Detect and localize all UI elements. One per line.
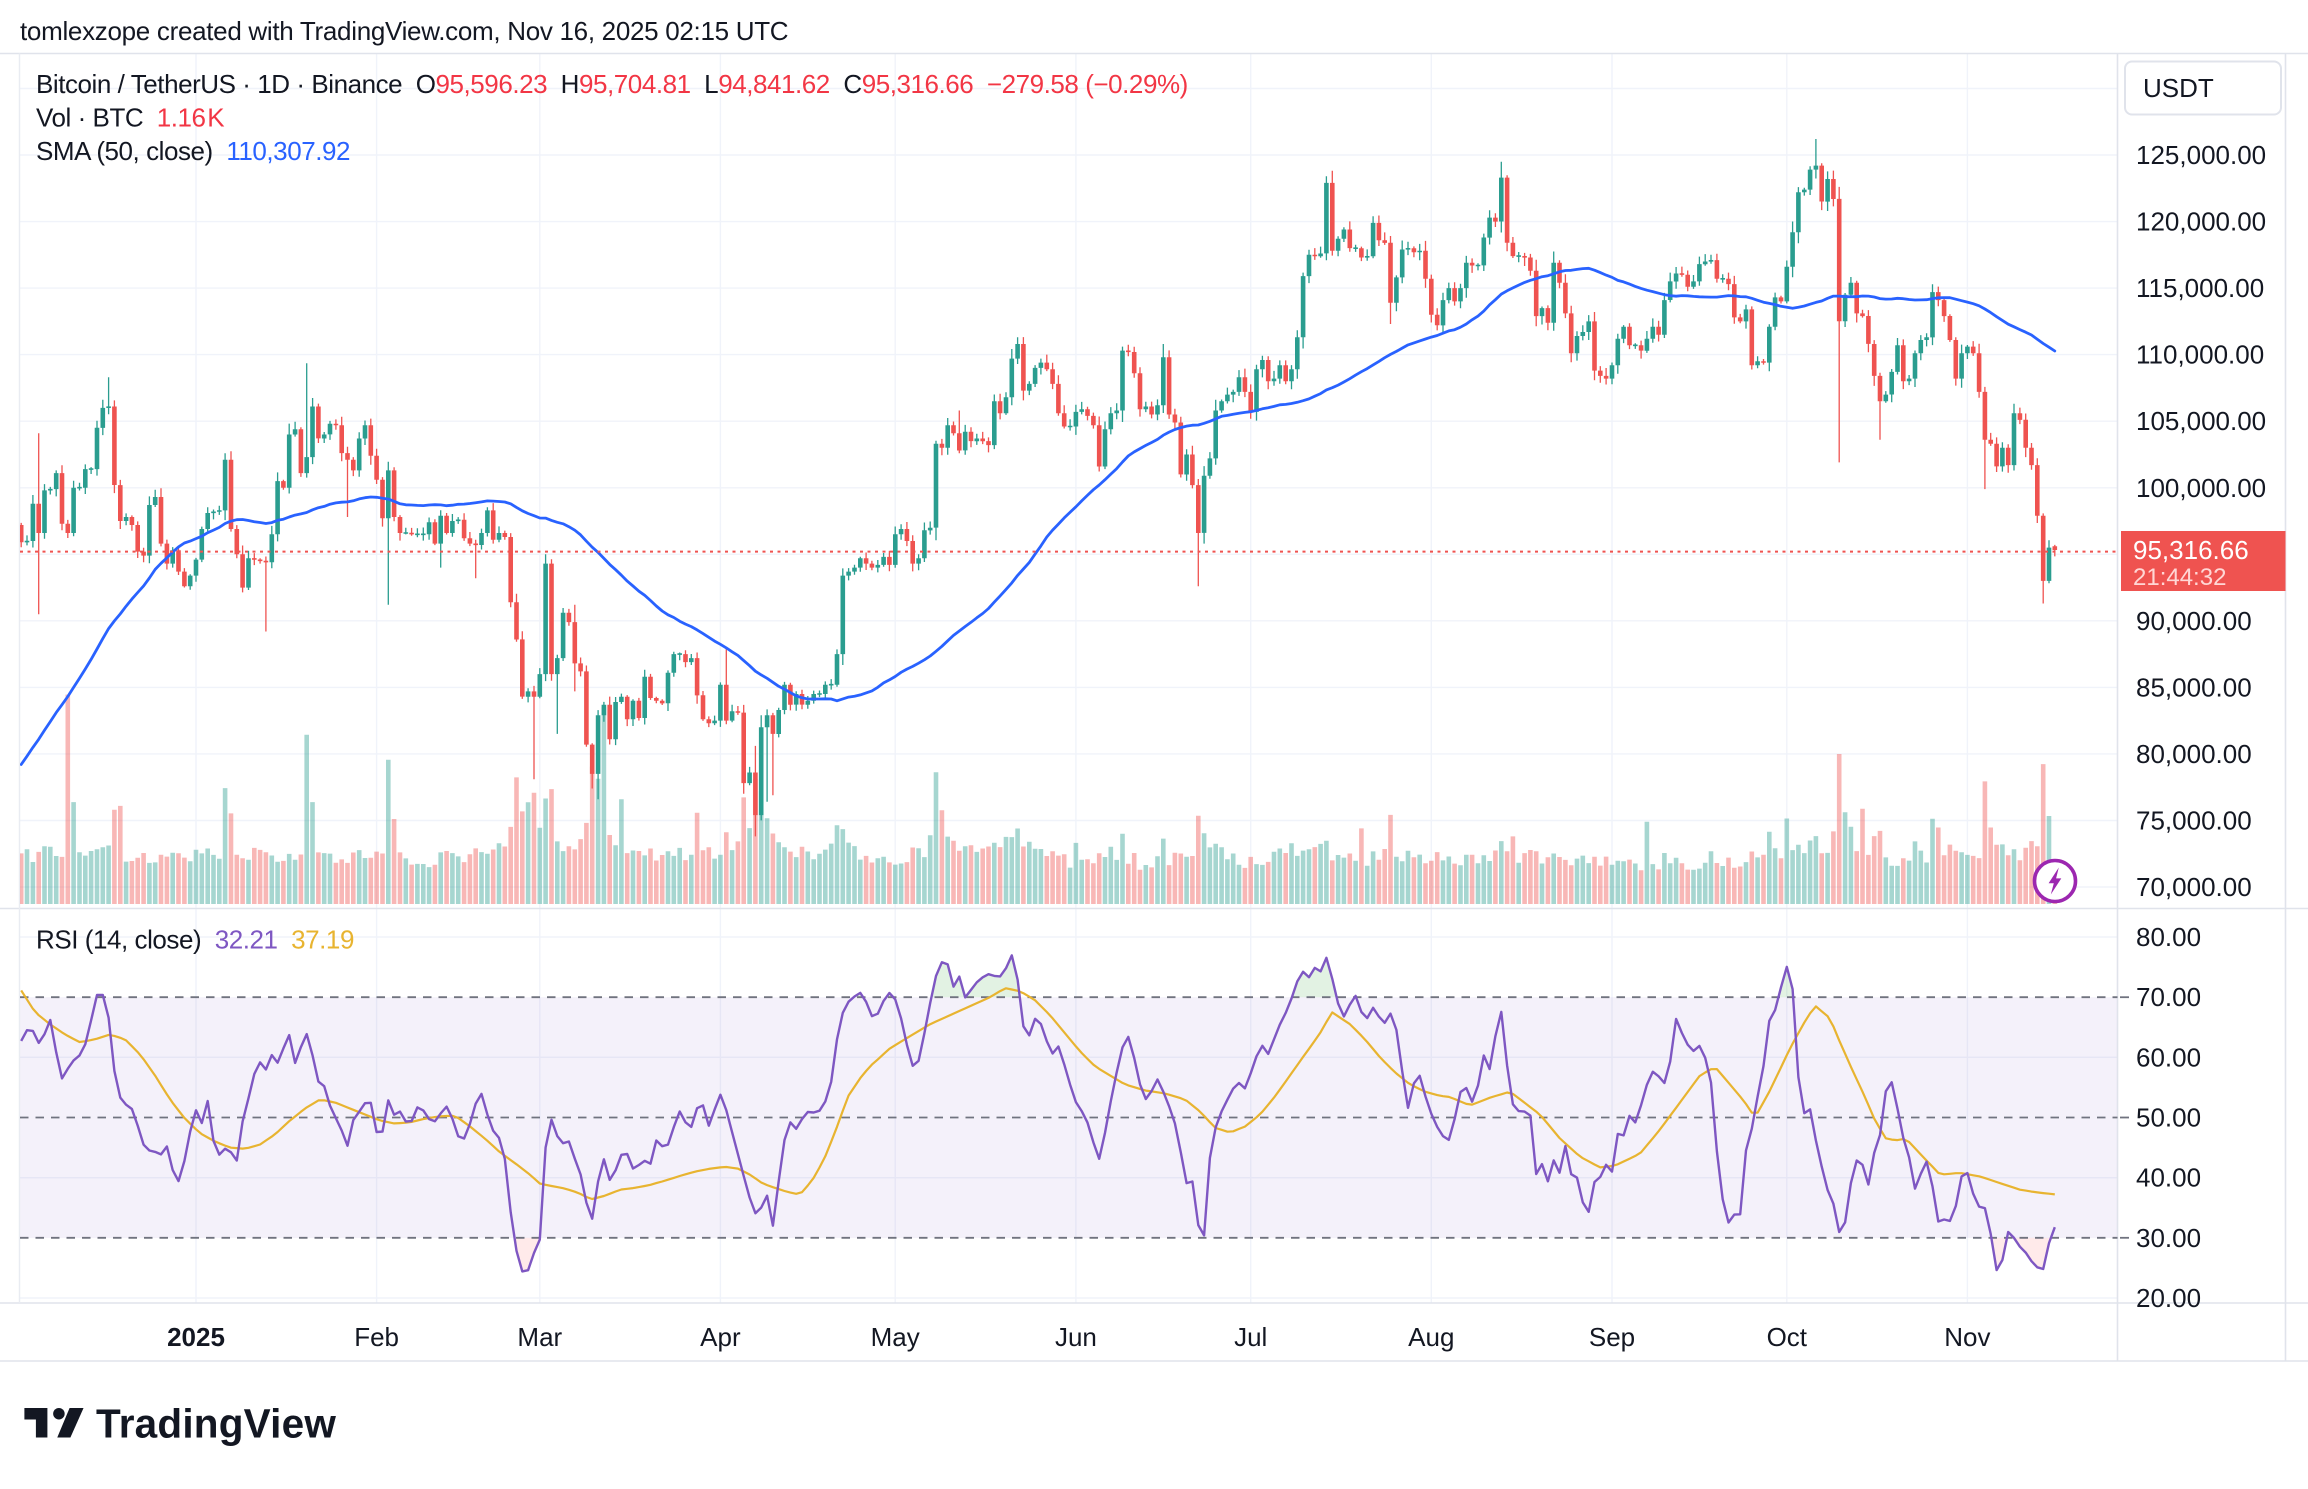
svg-text:85,000.00: 85,000.00 (2136, 672, 2252, 702)
svg-text:Aug: Aug (1408, 1322, 1454, 1352)
svg-text:May: May (871, 1322, 920, 1352)
svg-text:Mar: Mar (517, 1322, 562, 1352)
svg-text:70,000.00: 70,000.00 (2136, 872, 2252, 902)
svg-text:105,000.00: 105,000.00 (2136, 406, 2266, 436)
svg-text:115,000.00: 115,000.00 (2136, 273, 2264, 303)
svg-text:USDT: USDT (2143, 73, 2214, 103)
svg-text:Jul: Jul (1234, 1322, 1267, 1352)
svg-text:75,000.00: 75,000.00 (2136, 806, 2252, 836)
svg-text:40.00: 40.00 (2136, 1163, 2201, 1193)
svg-text:TradingView: TradingView (96, 1401, 336, 1447)
svg-text:30.00: 30.00 (2136, 1223, 2201, 1253)
svg-text:125,000.00: 125,000.00 (2136, 140, 2266, 170)
svg-text:80,000.00: 80,000.00 (2136, 739, 2252, 769)
svg-text:Oct: Oct (1767, 1322, 1808, 1352)
svg-text:60.00: 60.00 (2136, 1042, 2201, 1072)
svg-text:RSI (14, close) 32.21 37.19: RSI (14, close) 32.21 37.19 (36, 925, 354, 955)
svg-text:110,000.00: 110,000.00 (2136, 340, 2264, 370)
svg-text:Vol · BTC 1.16 K: Vol · BTC 1.16 K (36, 103, 225, 133)
svg-text:2025: 2025 (167, 1322, 225, 1352)
svg-text:100,000.00: 100,000.00 (2136, 473, 2266, 503)
svg-text:70.00: 70.00 (2136, 982, 2201, 1012)
svg-text:SMA (50, close) 110,307.92: SMA (50, close) 110,307.92 (36, 136, 350, 166)
svg-text:120,000.00: 120,000.00 (2136, 207, 2266, 237)
svg-text:Feb: Feb (354, 1322, 399, 1352)
svg-text:Bitcoin / TetherUS · 1D · Bina: Bitcoin / TetherUS · 1D · Binance O95,59… (36, 69, 1188, 99)
svg-text:20.00: 20.00 (2136, 1283, 2201, 1313)
svg-text:Apr: Apr (700, 1322, 741, 1352)
svg-text:95,316.66: 95,316.66 (2133, 535, 2249, 565)
svg-text:21:44:32: 21:44:32 (2133, 564, 2226, 591)
svg-text:Sep: Sep (1589, 1322, 1635, 1352)
svg-text:tomlexzope created with Tradin: tomlexzope created with TradingView.com,… (20, 16, 788, 46)
svg-text:Nov: Nov (1944, 1322, 1990, 1352)
svg-text:50.00: 50.00 (2136, 1103, 2201, 1133)
svg-text:80.00: 80.00 (2136, 922, 2201, 952)
svg-text:Jun: Jun (1055, 1322, 1097, 1352)
svg-text:90,000.00: 90,000.00 (2136, 606, 2252, 636)
